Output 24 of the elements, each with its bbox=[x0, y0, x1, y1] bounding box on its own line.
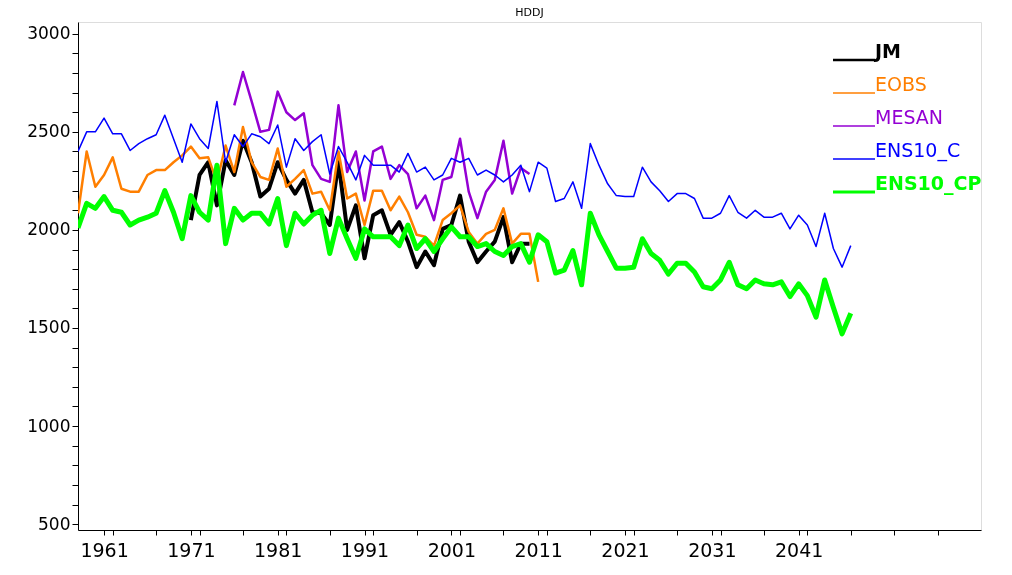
x-tick-label: 2021 bbox=[601, 538, 650, 561]
y-tick-label: 2500 bbox=[27, 121, 71, 142]
x-tick-label: 1971 bbox=[167, 538, 216, 561]
y-tick-label: 1500 bbox=[27, 317, 71, 338]
x-tick-label: 2011 bbox=[514, 538, 563, 561]
x-tick-label: 2031 bbox=[688, 538, 737, 561]
y-tick-label: 500 bbox=[38, 513, 71, 534]
y-tick-label: 1000 bbox=[27, 415, 71, 436]
y-tick-label: 3000 bbox=[27, 23, 71, 44]
x-tick-label: 2001 bbox=[427, 538, 477, 561]
x-tick-label: 2041 bbox=[774, 538, 824, 561]
chart-title: HDDJ bbox=[515, 6, 544, 19]
line-series bbox=[78, 100, 852, 268]
x-tick-label: 1961 bbox=[80, 538, 129, 561]
legend-label: MESAN bbox=[875, 106, 944, 128]
y-tick-label: 2000 bbox=[27, 219, 71, 240]
line-series bbox=[78, 125, 540, 284]
line-series bbox=[233, 70, 531, 222]
legend-label: EOBS bbox=[875, 73, 927, 95]
legend-label: ENS10_C bbox=[875, 139, 961, 162]
legend-label: ENS10_CP bbox=[875, 172, 982, 195]
x-tick-label: 1981 bbox=[254, 538, 303, 561]
x-tick-label: 1991 bbox=[340, 538, 390, 561]
legend-label: JM bbox=[873, 40, 901, 62]
